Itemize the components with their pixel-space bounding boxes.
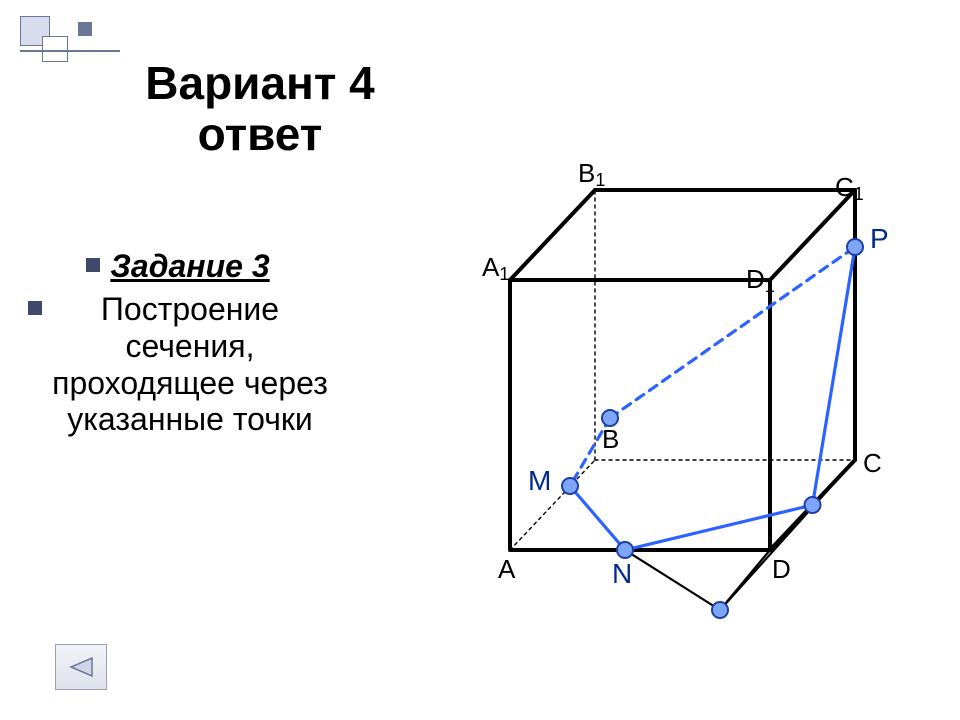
bullet-icon	[86, 258, 100, 272]
svg-text:B1: B1	[578, 158, 605, 190]
svg-text:P: P	[870, 223, 889, 254]
svg-text:C1: C1	[835, 172, 864, 204]
svg-text:A1: A1	[482, 252, 509, 284]
text-column: Задание 3 Построение сечения, проходящее…	[28, 248, 328, 444]
slide-title: Вариант 4 ответ	[90, 58, 430, 159]
deco-square-2	[42, 36, 68, 62]
triangle-left-icon	[68, 656, 94, 678]
task-heading: Задание 3	[110, 248, 269, 285]
cube-diagram: A D A1 D1 B C B1 C1P N M	[450, 150, 910, 630]
task-heading-row: Задание 3	[28, 248, 328, 285]
svg-text:D1: D1	[746, 264, 775, 296]
task-body-row: Построение сечения, проходящее через ука…	[28, 291, 328, 438]
bullet-icon	[28, 301, 42, 315]
svg-text:A: A	[498, 554, 516, 584]
svg-text:C: C	[863, 448, 882, 478]
slide: Вариант 4 ответ Задание 3 Построение сеч…	[0, 0, 960, 720]
svg-text:D: D	[772, 554, 791, 584]
svg-text:N: N	[612, 558, 632, 589]
header-rule	[20, 50, 120, 52]
task-body: Построение сечения, проходящее через ука…	[52, 291, 328, 438]
svg-text:M: M	[528, 465, 551, 496]
prev-slide-button[interactable]	[55, 644, 107, 690]
svg-text:B: B	[602, 424, 619, 454]
deco-square-3	[78, 22, 92, 36]
